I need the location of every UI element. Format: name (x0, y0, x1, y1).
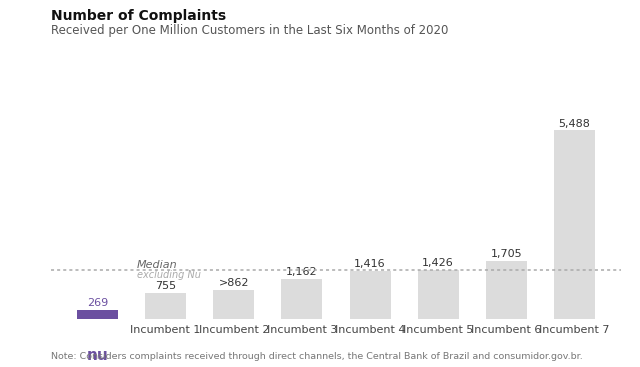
Bar (418, 270, 459, 319)
Text: 755: 755 (155, 281, 176, 291)
Bar (213, 290, 254, 319)
Text: nu: nu (86, 348, 108, 363)
Bar (282, 279, 323, 319)
Bar (486, 261, 527, 319)
Bar (554, 131, 595, 319)
Text: excluding Nu: excluding Nu (137, 270, 201, 280)
Text: Median: Median (137, 260, 178, 270)
Text: 269: 269 (87, 298, 108, 308)
Text: 1,705: 1,705 (490, 249, 522, 259)
Bar (145, 293, 186, 319)
Text: Received per One Million Customers in the Last Six Months of 2020: Received per One Million Customers in th… (51, 24, 449, 37)
Text: Note: Considers complaints received through direct channels, the Central Bank of: Note: Considers complaints received thro… (51, 352, 583, 361)
Text: 5,488: 5,488 (559, 119, 591, 128)
Text: Number of Complaints: Number of Complaints (51, 9, 227, 23)
Text: >862: >862 (218, 278, 249, 288)
Bar (77, 310, 118, 319)
Text: 1,416: 1,416 (355, 259, 386, 269)
Bar (349, 270, 390, 319)
Text: 1,162: 1,162 (286, 268, 317, 277)
Text: 1,426: 1,426 (422, 258, 454, 268)
